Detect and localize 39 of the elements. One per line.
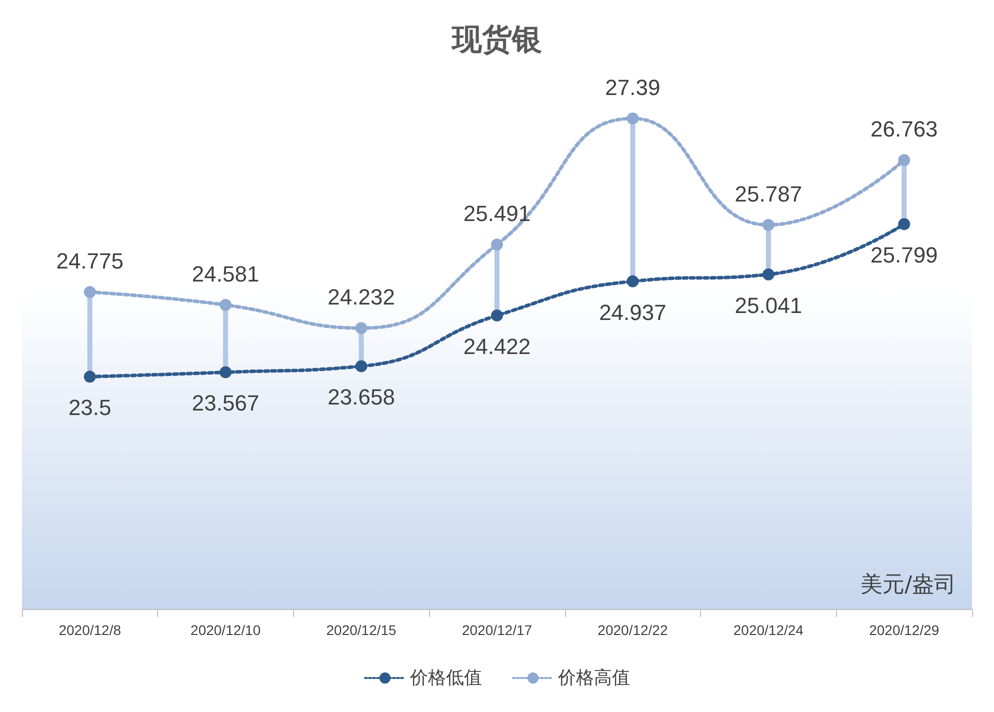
annotation: 美元/盎司 xyxy=(860,572,956,598)
chart-title: 现货银 xyxy=(451,22,542,58)
data-label: 26.763 xyxy=(870,116,938,142)
data-label: 23.5 xyxy=(68,395,112,420)
point xyxy=(626,275,639,288)
point xyxy=(355,360,368,372)
point xyxy=(491,309,503,322)
data-label: 24.775 xyxy=(56,248,124,274)
data-label: 27.39 xyxy=(605,74,660,100)
data-label: 23.567 xyxy=(192,390,260,416)
legend-label: 价格低值 xyxy=(409,668,482,688)
data-label: 24.232 xyxy=(328,284,395,310)
x-tick-label: 2020/12/24 xyxy=(733,622,804,638)
data-label: 24.581 xyxy=(192,261,260,286)
data-label: 25.787 xyxy=(734,181,802,206)
data-label: 25.799 xyxy=(870,242,938,268)
point xyxy=(762,218,774,231)
data-label: 24.422 xyxy=(463,334,531,359)
x-tick-label: 2020/12/29 xyxy=(869,622,940,638)
x-tick-label: 2020/12/22 xyxy=(598,622,668,638)
x-tick-label: 2020/12/10 xyxy=(190,622,261,638)
x-tick-label: 2020/12/15 xyxy=(326,622,397,638)
point xyxy=(626,112,639,124)
point xyxy=(84,286,96,298)
point xyxy=(762,268,774,280)
point xyxy=(491,238,503,251)
x-tick-label: 2020/12/8 xyxy=(58,622,122,638)
point xyxy=(898,218,910,230)
point xyxy=(220,298,232,311)
data-label: 25.491 xyxy=(463,201,531,226)
point xyxy=(898,154,910,166)
data-label: 24.937 xyxy=(599,300,666,325)
point xyxy=(355,322,368,334)
legend-label: 价格高值 xyxy=(557,668,630,688)
point xyxy=(84,370,96,383)
point xyxy=(220,366,232,378)
data-label: 25.041 xyxy=(734,292,802,318)
data-label: 23.658 xyxy=(328,384,395,410)
x-tick-label: 2020/12/17 xyxy=(462,622,532,638)
